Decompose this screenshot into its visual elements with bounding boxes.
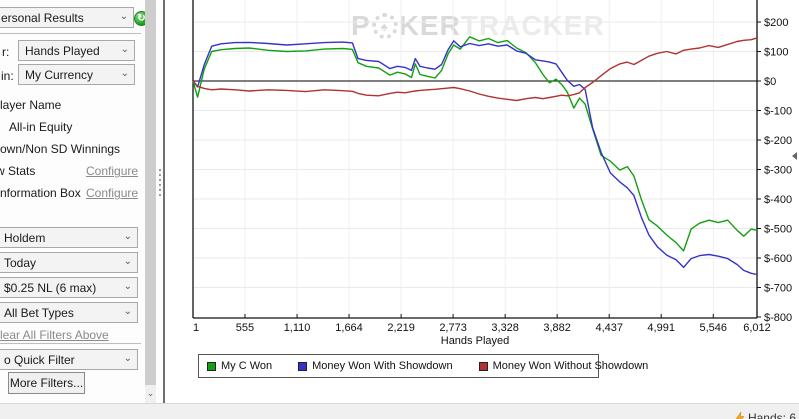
display-in-dropdown[interactable]: My Currency ⌄ <box>18 64 135 85</box>
y-tick-label: $-400 <box>764 194 792 206</box>
x-tick-label: 5,546 <box>700 322 728 334</box>
chart-legend: My C Won Money Won With Showdown Money W… <box>198 354 648 378</box>
legend-item-my-c-won: My C Won <box>207 360 272 372</box>
x-tick-label: 2,773 <box>439 322 467 334</box>
option-all-in-equity[interactable]: All-in Equity <box>9 120 73 134</box>
legend-item-with-showdown: Money Won With Showdown <box>298 360 453 372</box>
y-tick-label: $-800 <box>764 312 792 324</box>
chevron-down-icon: ⌄ <box>123 256 132 267</box>
x-tick-label: 1,664 <box>335 322 363 334</box>
option-showdown-winnings[interactable]: own/Non SD Winnings <box>0 142 121 156</box>
y-tick-label: $0 <box>764 76 776 88</box>
display-in-value: My Currency <box>25 67 94 82</box>
y-tick-label: $-300 <box>764 165 792 177</box>
quick-filter-value: o Quick Filter <box>4 352 75 367</box>
watermark-text: KER <box>398 10 461 41</box>
series-line-1 <box>192 40 758 276</box>
x-tick-label: 6,012 <box>743 322 771 334</box>
configure-info-box-link[interactable]: Configure <box>86 186 139 200</box>
chevron-down-icon: ⌄ <box>119 11 128 22</box>
separator <box>0 343 141 344</box>
y-tick-label: $-700 <box>764 283 792 295</box>
y-tick-label: $-100 <box>764 106 792 118</box>
lightning-icon <box>735 412 745 419</box>
series-line-2 <box>192 37 758 102</box>
legend-label: My C Won <box>221 360 273 372</box>
filter-game-value: Holdem <box>4 230 46 245</box>
y-tick-label: $-200 <box>764 135 792 147</box>
panel-divider <box>163 0 165 403</box>
x-tick-label: 1 <box>193 322 199 334</box>
x-tick-label: 4,437 <box>595 322 623 334</box>
filter-game-dropdown[interactable]: Holdem ⌄ <box>0 227 138 248</box>
y-tick-label: $-600 <box>764 253 792 265</box>
configure-stats-link[interactable]: Configure <box>86 164 139 178</box>
chevron-down-icon: ⌄ <box>123 281 132 292</box>
chevron-down-icon: ⌄ <box>120 44 129 55</box>
chevron-down-icon: ⌄ <box>123 231 132 242</box>
y-tick-label: $-500 <box>764 224 792 236</box>
x-tick-label: 3,882 <box>543 322 571 334</box>
series-line-0 <box>192 36 758 252</box>
watermark-text-light: TRACKER <box>460 10 605 41</box>
status-hands: Hands: 6 <box>735 411 796 419</box>
x-tick-label: 2,219 <box>387 322 415 334</box>
display-in-label: in: <box>1 69 14 83</box>
separator <box>0 33 141 34</box>
status-bar: Hands: 6 <box>0 403 799 419</box>
legend-label: Money Won Without Showdown <box>492 360 649 372</box>
filter-date-dropdown[interactable]: Today ⌄ <box>0 252 138 273</box>
filter-bet-types-dropdown[interactable]: All Bet Types ⌄ <box>0 302 138 323</box>
collapse-panel-arrow-icon[interactable] <box>792 152 797 160</box>
graph-over-label: r: <box>2 45 10 59</box>
chevron-down-icon: ⌄ <box>120 68 129 79</box>
more-filters-button[interactable]: More Filters... <box>8 372 85 394</box>
scrollbar-thumb[interactable] <box>145 0 156 385</box>
option-player-name[interactable]: layer Name <box>0 98 62 112</box>
x-tick-label: 555 <box>236 322 254 334</box>
x-tick-label: 1,110 <box>284 322 311 334</box>
watermark-text: P <box>351 10 371 41</box>
results-graph-panel: P ♠ KER TRACKER $200 $100 $0 $-100 $-200 $-300 $-… <box>165 0 799 403</box>
legend-swatch-red <box>478 361 488 371</box>
pokertracker-watermark: P ♠ KER TRACKER <box>351 10 605 42</box>
filter-stakes-value: $0.25 NL (6 max) <box>4 280 97 295</box>
report-type-value: ersonal Results <box>1 10 84 25</box>
sidebar: ersonal Results ⌄ ↻ r: Hands Played ⌄ in… <box>0 0 163 403</box>
splitter-grip[interactable] <box>159 166 162 199</box>
chevron-down-icon: ⌄ <box>123 306 132 317</box>
chevron-down-icon: ⌄ <box>123 353 132 364</box>
scrollbar-down-arrow[interactable]: ⌄ <box>145 386 156 403</box>
sidebar-scrollbar[interactable]: ⌄ <box>145 0 156 403</box>
option-show-stats[interactable]: w Stats <box>0 164 36 178</box>
report-type-dropdown[interactable]: ersonal Results ⌄ <box>0 7 134 28</box>
filter-bet-types-value: All Bet Types <box>4 305 74 320</box>
x-tick-label: 3,328 <box>491 322 519 334</box>
legend-label: Money Won With Showdown <box>312 360 453 372</box>
x-axis-title: Hands Played <box>440 335 510 347</box>
legend-swatch-green <box>207 361 216 371</box>
clear-all-filters-link[interactable]: lear All Filters Above <box>0 328 109 342</box>
y-tick-label: $200 <box>764 17 788 29</box>
status-hands-text: Hands: 6 <box>747 411 796 419</box>
quick-filter-dropdown[interactable]: o Quick Filter ⌄ <box>0 349 138 370</box>
y-tick-label: $100 <box>764 47 788 59</box>
results-graph[interactable]: $200 $100 $0 $-100 $-200 $-300 $-400 $-500 $-600… <box>165 0 799 403</box>
filter-date-value: Today <box>4 255 37 270</box>
poker-chip-icon: ♠ <box>371 13 398 39</box>
x-tick-label: 4,991 <box>647 322 675 334</box>
option-information-box[interactable]: nformation Box <box>0 186 81 200</box>
legend-swatch-blue <box>298 361 308 371</box>
legend-item-without-showdown: Money Won Without Showdown <box>478 360 649 372</box>
graph-over-dropdown[interactable]: Hands Played ⌄ <box>18 40 135 61</box>
filter-stakes-dropdown[interactable]: $0.25 NL (6 max) ⌄ <box>0 277 138 298</box>
graph-over-value: Hands Played <box>25 43 100 58</box>
